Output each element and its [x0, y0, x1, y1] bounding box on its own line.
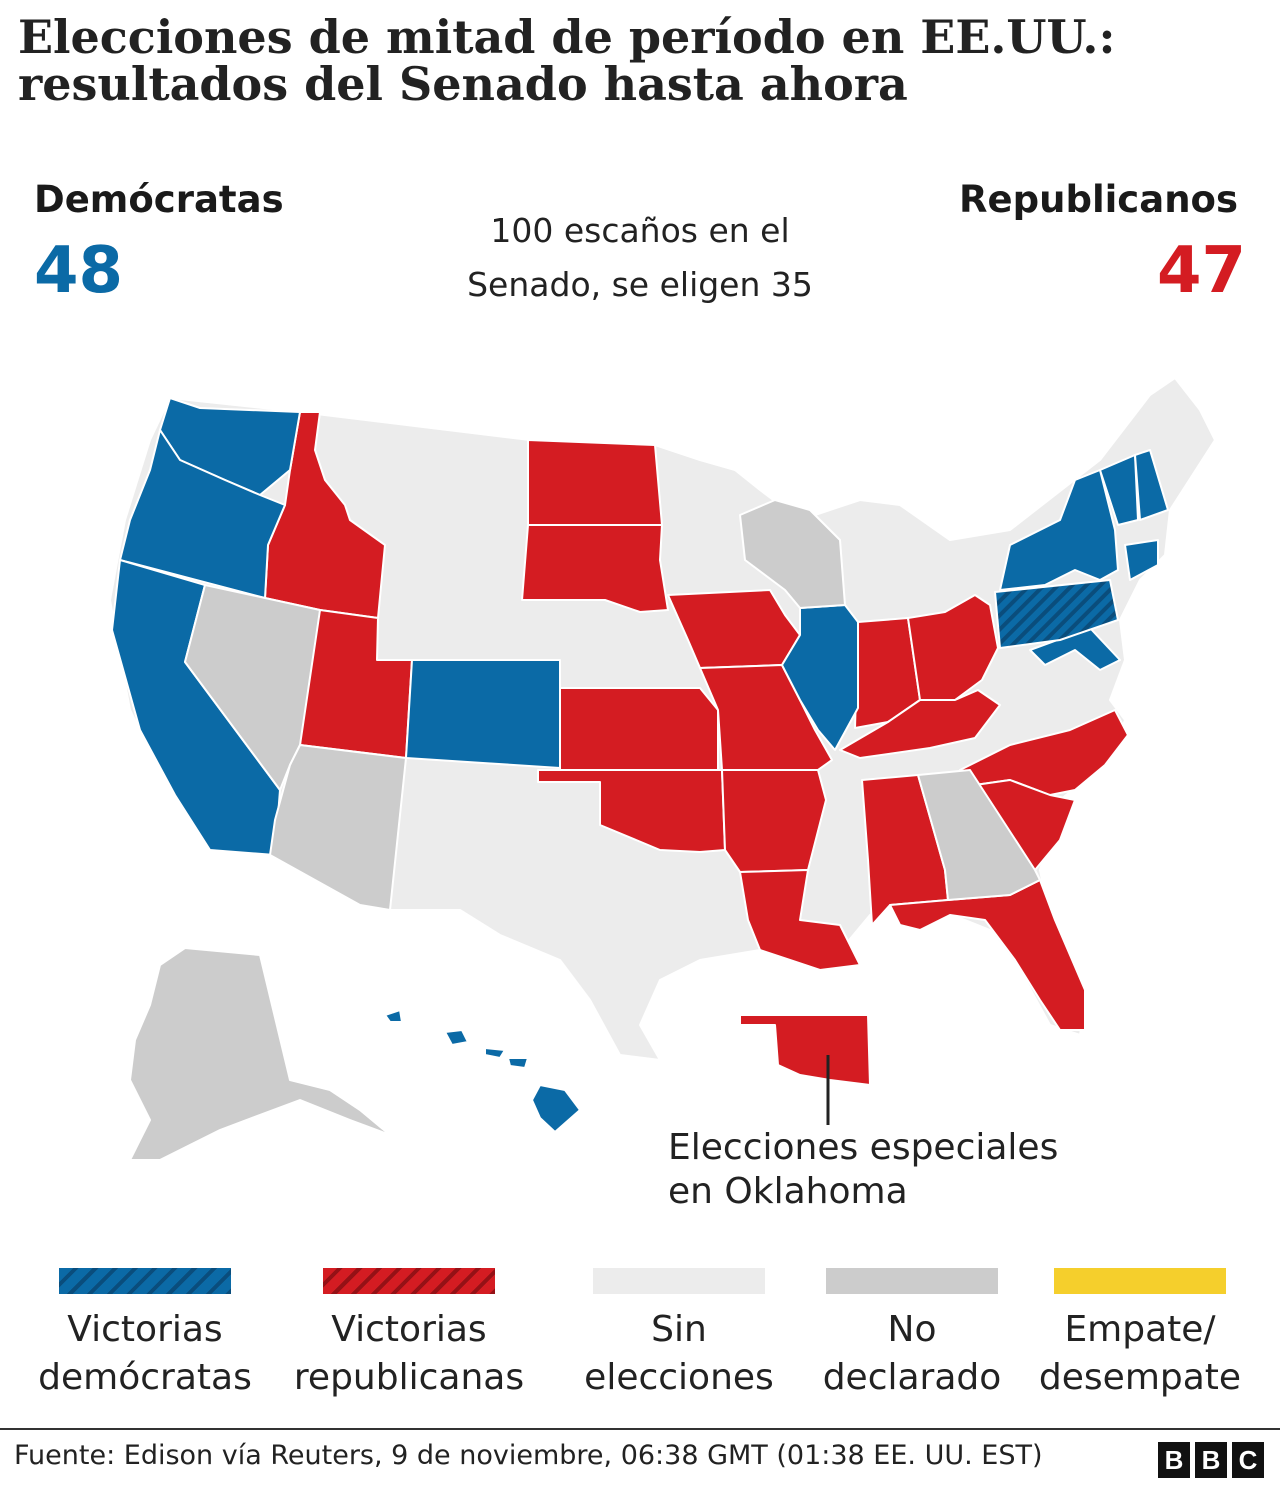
republicans-label: Republicanos — [959, 178, 1238, 221]
legend-label-undeclared-1: No — [887, 1309, 937, 1350]
kentucky — [839, 689, 1001, 759]
us-senate-map — [109, 377, 1216, 1161]
hawaii-5 — [531, 1084, 581, 1133]
legend-label-tie-1: Empate/ — [1064, 1309, 1216, 1350]
senate-seats-note: 100 escaños en el Senado, se eligen 35 — [440, 204, 840, 312]
florida — [889, 879, 1086, 1031]
legend-swatch-rep — [323, 1268, 495, 1294]
illinois — [781, 604, 859, 751]
hawaii-3 — [484, 1047, 506, 1059]
hawaii-1 — [384, 1009, 403, 1023]
legend-label-dem-1: Victorias — [67, 1309, 223, 1350]
kansas — [559, 687, 719, 771]
arkansas — [721, 769, 827, 873]
bbc-logo-letter-3: C — [1232, 1442, 1264, 1478]
bbc-logo: B B C — [1158, 1442, 1264, 1478]
oregon — [119, 429, 286, 599]
oklahoma-special-election-callout: Elecciones especiales en Oklahoma — [668, 1126, 1058, 1214]
title-line-1: Elecciones de mitad de período en EE.UU.… — [18, 10, 1116, 64]
senate-note-line-1: 100 escaños en el — [490, 211, 790, 250]
senate-note-line-2: Senado, se eligen 35 — [467, 265, 813, 304]
legend-swatch-undeclared — [826, 1268, 998, 1294]
legend-label-noelec-1: Sin — [651, 1309, 707, 1350]
republicans-seat-count: 47 — [1156, 234, 1246, 308]
legend-label-undeclared-2: declarado — [822, 1357, 1002, 1398]
connecticut — [1124, 539, 1159, 581]
source-note: Fuente: Edison vía Reuters, 9 de noviemb… — [14, 1440, 1043, 1471]
footer-divider — [0, 1428, 1280, 1430]
new-york — [999, 469, 1119, 591]
legend-label-tie-2: desempate — [1038, 1357, 1242, 1398]
georgia — [917, 769, 1041, 901]
pennsylvania — [994, 579, 1119, 649]
vermont — [1099, 454, 1139, 526]
callout-line-1: Elecciones especiales — [668, 1127, 1059, 1168]
louisiana — [739, 869, 861, 971]
legend-swatch-tie — [1054, 1268, 1226, 1294]
legend: Victorias demócratas Victorias republica… — [0, 1268, 1280, 1408]
legend-label-rep-2: republicanas — [293, 1357, 525, 1398]
wisconsin — [739, 499, 846, 609]
democrats-label: Demócratas — [34, 178, 284, 221]
arizona — [269, 744, 407, 911]
colorado — [405, 659, 561, 769]
bbc-logo-letter-1: B — [1158, 1442, 1190, 1478]
title-line-2: resultados del Senado hasta ahora — [18, 57, 908, 111]
hawaii-2 — [444, 1029, 469, 1046]
oklahoma-inset — [739, 1014, 871, 1086]
hawaii-4 — [507, 1057, 529, 1069]
legend-label-dem-2: demócratas — [38, 1357, 252, 1398]
south-dakota — [521, 524, 669, 613]
democrats-seat-count: 48 — [34, 234, 124, 308]
legend-swatch-dem — [59, 1268, 231, 1294]
legend-swatch-no-election — [593, 1268, 765, 1294]
bbc-logo-letter-2: B — [1195, 1442, 1227, 1478]
north-dakota — [527, 439, 663, 526]
alaska — [129, 947, 391, 1161]
callout-line-2: en Oklahoma — [668, 1171, 908, 1212]
legend-label-rep-1: Victorias — [331, 1309, 487, 1350]
legend-label-noelec-2: elecciones — [584, 1357, 774, 1398]
chart-title: Elecciones de mitad de período en EE.UU.… — [18, 14, 1268, 108]
new-hampshire — [1134, 449, 1169, 521]
